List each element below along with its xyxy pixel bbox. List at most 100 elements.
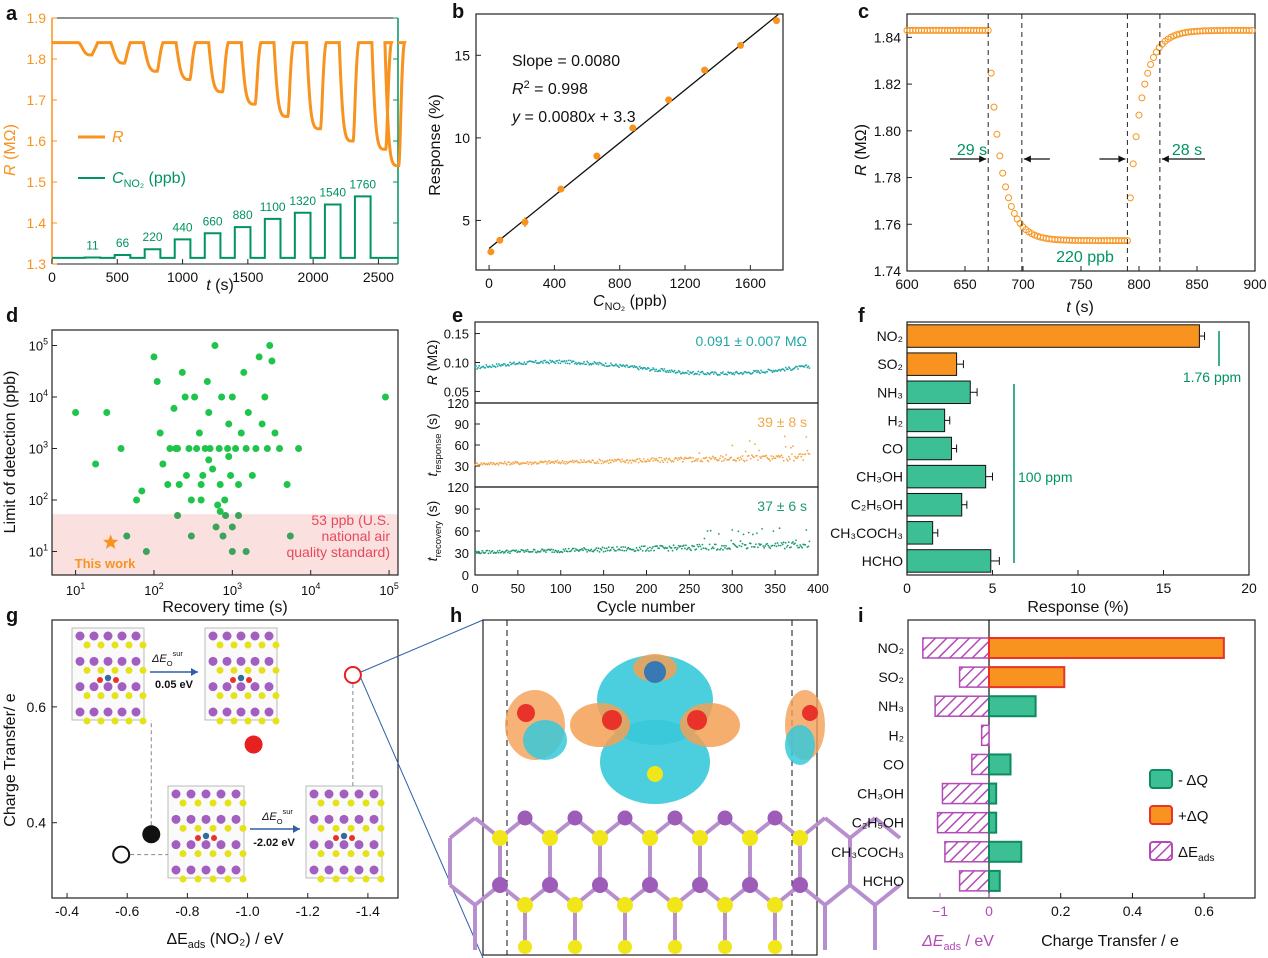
atom-s	[767, 897, 783, 913]
data-point	[696, 372, 699, 375]
data-point	[775, 545, 778, 548]
data-point	[719, 457, 721, 460]
label-part: (s)	[424, 413, 440, 433]
data-point	[996, 152, 1004, 160]
data-point	[750, 454, 753, 457]
atom-purple	[75, 631, 85, 641]
category-label: H₂	[887, 412, 903, 428]
data-point	[755, 543, 757, 546]
data-point	[529, 461, 532, 464]
y-tick-label: 1.3	[27, 256, 47, 272]
data-point	[496, 550, 499, 552]
data-point	[751, 371, 754, 374]
data-point	[521, 218, 529, 226]
data-point	[664, 459, 667, 462]
label-part: O	[277, 817, 283, 826]
label-part: (NO₂) / eV	[205, 931, 284, 948]
data-point	[732, 372, 735, 374]
data-point	[573, 362, 576, 365]
x-tick-label: 150	[593, 581, 615, 596]
x-tick-label: 103	[223, 581, 242, 598]
atom-yellow	[139, 641, 147, 649]
data-point	[609, 549, 612, 551]
concentration-label: 1320	[289, 194, 316, 208]
data-point	[757, 546, 759, 549]
atom-purple	[208, 656, 218, 666]
label-part: ads	[1198, 853, 1214, 864]
data-point	[1002, 183, 1010, 191]
data-point	[658, 547, 661, 550]
data-point	[601, 459, 604, 462]
data-point	[665, 371, 668, 374]
data-point	[760, 543, 762, 546]
label-part: 10	[66, 583, 80, 598]
data-point	[772, 455, 775, 458]
atom-o	[246, 677, 252, 683]
arrow-label: ΔEOsur	[151, 649, 183, 668]
recovery-time-label: 28 s	[1172, 142, 1202, 159]
concentration-label: 660	[203, 214, 223, 228]
data-point	[501, 364, 504, 367]
data-point	[701, 370, 704, 373]
y-tick-label: 1.82	[874, 76, 901, 92]
category-label: CH₃OH	[856, 469, 903, 485]
data-point	[518, 361, 521, 364]
data-point	[712, 456, 715, 459]
data-point	[570, 549, 573, 551]
x-tick-label: -0.6	[115, 903, 139, 919]
data-point	[806, 366, 809, 369]
data-point	[594, 361, 597, 364]
data-point	[191, 393, 199, 401]
data-point	[1138, 94, 1146, 102]
data-point	[266, 342, 274, 350]
y-tick-label: 1.8	[27, 51, 47, 67]
data-point	[673, 369, 676, 372]
concentration-label: 880	[233, 208, 253, 222]
data-point	[550, 548, 553, 551]
data-point	[625, 549, 628, 552]
data-point	[535, 551, 538, 554]
data-point	[557, 362, 560, 364]
y-tick-label: 0.05	[444, 384, 469, 399]
data-point	[765, 454, 768, 457]
atom-yellow	[216, 717, 224, 725]
y-tick-label: 1.9	[27, 10, 47, 26]
data-point	[667, 371, 670, 374]
x-tick-label: 0	[48, 269, 56, 285]
data-point	[771, 457, 774, 460]
data-point	[724, 457, 726, 460]
data-point	[701, 460, 704, 463]
atom-s	[567, 897, 583, 913]
data-point	[700, 548, 703, 551]
data-point	[705, 456, 708, 459]
data-point	[605, 460, 608, 463]
data-point	[559, 362, 562, 365]
label-part: ΔE	[261, 811, 277, 823]
data-point	[573, 550, 576, 552]
atom-purple	[264, 707, 274, 717]
atom-purple	[264, 631, 274, 641]
data-point	[295, 445, 303, 453]
data-point	[614, 458, 616, 461]
data-point	[782, 368, 785, 371]
data-point	[650, 549, 652, 552]
data-point	[552, 460, 555, 463]
label-part: ΔE	[151, 653, 167, 665]
data-point	[182, 471, 190, 479]
data-point	[671, 549, 674, 552]
data-point	[724, 546, 726, 549]
data-point	[790, 446, 792, 449]
series-r-line	[52, 41, 407, 168]
legend-label: +ΔQ	[1178, 808, 1208, 825]
y-tick-label: 120	[447, 480, 469, 495]
equation-annotation: y = 0.0080x + 3.3	[511, 109, 636, 126]
data-point	[478, 551, 481, 553]
threshold-label: 53 ppb (U.S.	[311, 512, 390, 528]
data-point	[530, 463, 533, 466]
y-axis-label: tresponse (s)	[424, 413, 444, 476]
data-point	[649, 546, 651, 549]
atom-yellow	[111, 717, 119, 725]
atom-purple	[354, 814, 364, 824]
bar	[906, 436, 952, 461]
label-part: ΔE	[921, 933, 944, 950]
